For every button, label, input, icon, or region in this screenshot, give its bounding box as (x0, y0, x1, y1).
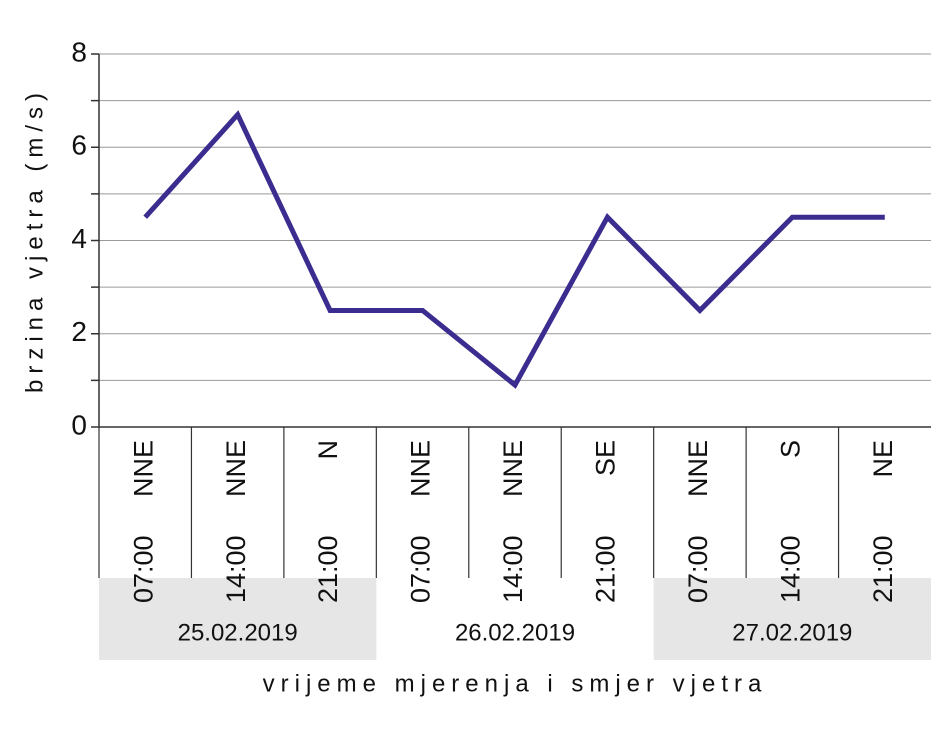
x-tick-label: 14:00 (221, 535, 251, 603)
x-tick-direction: SE (591, 440, 621, 476)
y-tick-label: 0 (71, 409, 87, 440)
y-tick-label: 4 (71, 223, 87, 254)
y-axis-title: brzina vjetra (m/s) (21, 87, 48, 393)
y-tick-label: 2 (71, 316, 87, 347)
date-label: 25.02.2019 (178, 619, 298, 646)
x-tick-label: 07:00 (683, 535, 713, 603)
x-tick-label: 07:00 (406, 535, 436, 603)
x-tick-label: 21:00 (313, 535, 343, 603)
x-tick-direction: S (775, 440, 805, 458)
x-tick-direction: NNE (406, 440, 436, 497)
x-tick-label: 21:00 (868, 535, 898, 603)
x-tick-direction: NNE (221, 440, 251, 497)
x-tick-label: 14:00 (498, 535, 528, 603)
data-line (143, 110, 885, 389)
x-tick-direction: NNE (683, 440, 713, 497)
date-band (99, 578, 377, 660)
x-tick-label: 14:00 (775, 535, 805, 603)
y-tick-label: 6 (71, 130, 87, 161)
x-tick-direction: NNE (128, 440, 158, 497)
date-label: 26.02.2019 (455, 619, 575, 646)
x-tick-label: 21:00 (591, 535, 621, 603)
date-band (653, 578, 931, 660)
x-axis-title: vrijeme mjerenja i smjer vjetra (263, 670, 768, 697)
date-label: 27.02.2019 (732, 619, 852, 646)
x-tick-direction: N (313, 440, 343, 460)
y-tick-label: 8 (71, 36, 87, 67)
x-tick-label: 07:00 (128, 535, 158, 603)
x-tick-direction: NE (868, 440, 898, 478)
x-tick-direction: NNE (498, 440, 528, 497)
